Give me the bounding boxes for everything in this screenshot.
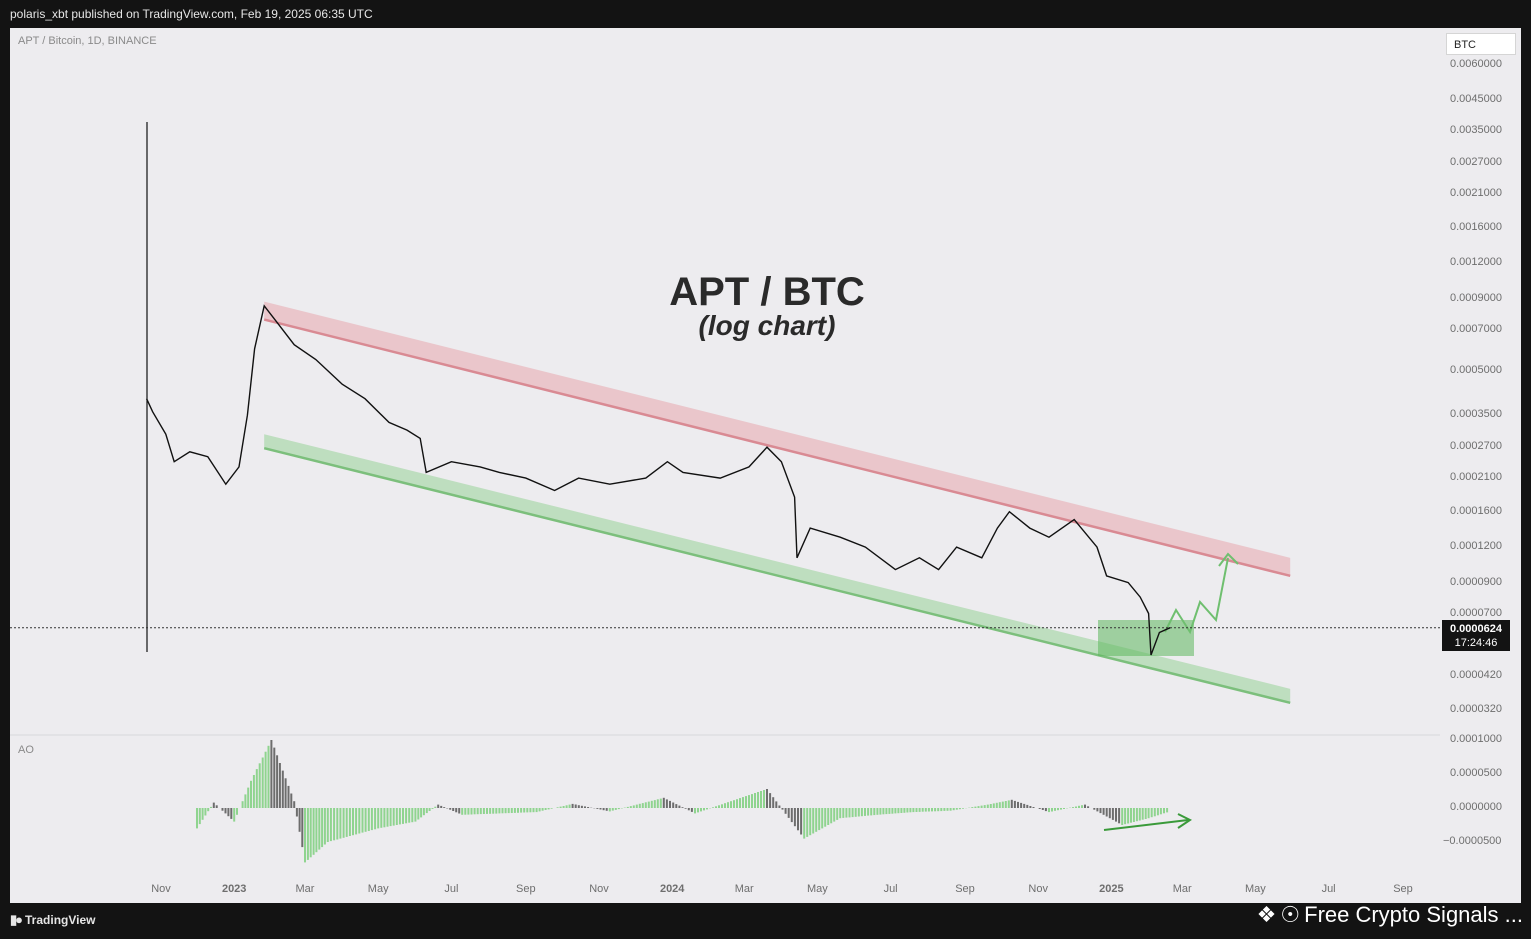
ao-tick-label: 0.0000000 (1450, 801, 1502, 813)
y-tick-label: 0.0000420 (1450, 669, 1502, 682)
y-tick-label: 0.0045000 (1450, 93, 1502, 106)
publish-header: polaris_xbt published on TradingView.com… (0, 0, 1531, 28)
x-tick-label: Jul (1321, 883, 1336, 895)
tradingview-logo[interactable]: ▮● TradingView (10, 912, 95, 928)
projection-path (1164, 557, 1229, 635)
y-tick-label: 0.0027000 (1450, 156, 1502, 169)
bar-countdown: 17:24:46 (1454, 637, 1498, 649)
watermark: ❖ ☉ Free Crypto Signals ... (1257, 902, 1523, 928)
x-tick-label: Nov (1028, 883, 1048, 895)
x-tick-label: Sep (516, 883, 536, 895)
binance-icon: ❖ (1256, 902, 1277, 927)
x-tick-label: Mar (734, 883, 754, 895)
x-tick-label: 2024 (659, 883, 685, 895)
y-tick-label: 0.0001600 (1450, 504, 1502, 517)
x-tick-label: Nov (589, 883, 609, 895)
x-tick-label: 2025 (1099, 883, 1124, 895)
x-tick-label: 2023 (221, 883, 247, 895)
y-tick-label: 0.0000320 (1450, 703, 1502, 715)
support-channel-edge (263, 446, 1291, 705)
accumulation-zone (1098, 620, 1194, 656)
currency-badge[interactable]: BTC (1446, 33, 1516, 55)
watermark-text: Free Crypto Signals ... (1304, 902, 1523, 927)
y-tick-label: 0.0035000 (1450, 124, 1502, 137)
resistance-channel-edge (263, 318, 1291, 578)
y-tick-label: 0.0009000 (1450, 291, 1502, 304)
price-series (145, 304, 1171, 656)
ao-tick-label: −0.0000500 (1443, 835, 1502, 847)
x-tick-label: Mar (295, 883, 315, 895)
x-tick-label: May (807, 883, 828, 895)
y-tick-label: 0.0021000 (1450, 187, 1502, 200)
chart-subtitle: (log chart) (698, 310, 836, 341)
y-tick-label: 0.0002100 (1450, 471, 1502, 484)
y-tick-label: 0.0000700 (1450, 606, 1502, 619)
chart-title: APT / BTC (669, 270, 865, 314)
support-channel-band (264, 434, 1291, 703)
y-tick-label: 0.0001200 (1450, 540, 1502, 553)
x-tick-label: Sep (955, 883, 975, 895)
resistance-channel-band (264, 301, 1291, 576)
x-tick-label: Sep (1393, 883, 1413, 895)
x-tick-label: Jul (883, 883, 898, 895)
x-tick-label: Nov (151, 883, 171, 895)
y-tick-label: 0.0005000 (1450, 364, 1502, 377)
tv-logo-icon: ▮● (10, 912, 23, 927)
x-tick-label: May (1245, 883, 1266, 895)
telegram-icon: ☉ (1280, 902, 1301, 927)
y-tick-label: 0.0007000 (1450, 322, 1502, 335)
y-tick-label: 0.0002700 (1450, 440, 1502, 453)
x-tick-label: May (367, 883, 389, 895)
x-tick-label: Jul (444, 883, 459, 895)
y-tick-label: 0.0000900 (1450, 575, 1502, 588)
y-tick-label: 0.0012000 (1450, 256, 1502, 269)
y-tick-label: 0.0016000 (1450, 220, 1502, 233)
last-price: 0.0000624 (1450, 623, 1502, 635)
last-price-tag: 0.0000624 17:24:46 (1442, 620, 1510, 651)
divergence-line (1103, 819, 1189, 831)
published-text: polaris_xbt published on TradingView.com… (10, 7, 373, 21)
chart-panel[interactable] (10, 28, 1521, 903)
x-tick-label: Mar (1172, 883, 1192, 895)
y-tick-label: 0.0060000 (1450, 58, 1502, 70)
ao-tick-label: 0.0001000 (1450, 733, 1502, 745)
footer-bar (0, 903, 1531, 939)
brand-label: TradingView (25, 913, 96, 927)
divergence-arrow-icon (1177, 813, 1192, 829)
projection-arrow-icon (1218, 552, 1239, 567)
indicator-label: AO (18, 744, 34, 756)
y-tick-label: 0.0003500 (1450, 408, 1502, 421)
ao-tick-label: 0.0000500 (1450, 767, 1502, 779)
symbol-label: APT / Bitcoin, 1D, BINANCE (18, 35, 157, 47)
